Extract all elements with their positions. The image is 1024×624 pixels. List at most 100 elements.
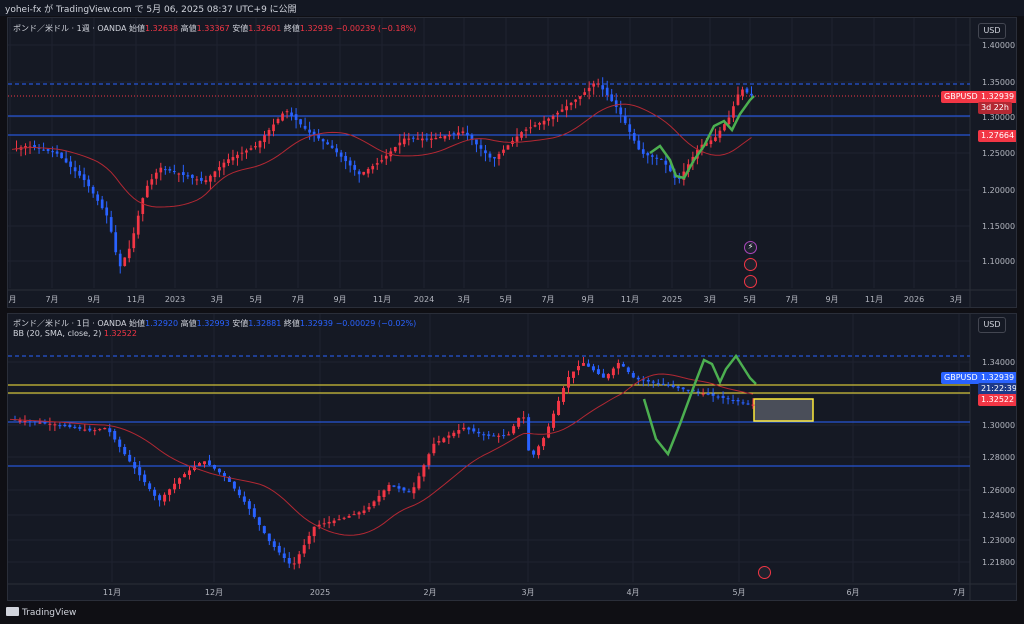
daily-candle <box>616 362 620 369</box>
daily-chart-pane[interactable]: 1.340001.320001.300001.280001.260001.245… <box>7 313 1017 601</box>
weekly-candle <box>583 92 587 95</box>
weekly-candle <box>641 149 645 154</box>
weekly-chart-background <box>8 18 1016 307</box>
daily-candle <box>701 393 705 395</box>
us-flag-icon[interactable] <box>744 258 757 271</box>
tradingview-logo[interactable]: TradingView <box>6 607 76 618</box>
weekly-candle <box>723 124 726 131</box>
weekly-moving-average <box>11 103 752 208</box>
weekly-candle <box>425 138 429 140</box>
daily-candle <box>567 377 571 388</box>
weekly-candle <box>254 146 257 148</box>
weekly-y-tick: 1.15000 <box>982 222 1015 231</box>
daily-candle <box>626 367 630 373</box>
weekly-candle <box>348 160 352 166</box>
weekly-candle <box>127 248 131 259</box>
weekly-candle <box>502 149 505 153</box>
daily-candle <box>666 384 670 386</box>
weekly-candle <box>263 135 266 143</box>
lightning-icon[interactable]: ⚡ <box>744 241 757 254</box>
weekly-candle <box>159 167 163 173</box>
daily-candle <box>143 474 147 483</box>
daily-low-label: 安値 <box>232 319 249 328</box>
daily-chart-canvas[interactable]: 1.340001.320001.300001.280001.260001.245… <box>8 314 1017 601</box>
weekly-candle <box>267 129 271 136</box>
daily-symbol-tag: GBPUSD <box>941 372 981 384</box>
daily-candle <box>68 424 72 427</box>
daily-candle <box>442 438 446 443</box>
daily-candle <box>332 520 336 524</box>
weekly-candle <box>443 135 447 139</box>
daily-x-tick: 2月 <box>423 588 436 597</box>
daily-candle <box>342 517 346 519</box>
weekly-candle <box>628 124 632 132</box>
weekly-x-tick: 5月 <box>249 295 262 304</box>
daily-candle <box>38 422 42 424</box>
weekly-candle <box>258 140 262 148</box>
weekly-x-tick: 3月 <box>457 295 470 304</box>
bb-indicator-legend[interactable]: BB (20, SMA, close, 2) 1.32522 <box>13 329 137 338</box>
weekly-candle <box>637 140 641 150</box>
daily-candle <box>661 383 665 385</box>
weekly-candle <box>136 215 140 235</box>
daily-candle <box>696 391 700 393</box>
weekly-candle <box>222 162 226 168</box>
weekly-candle <box>542 120 546 125</box>
weekly-candle <box>96 194 100 201</box>
weekly-chart-canvas[interactable]: 1.40000 1.35000 1.30000 1.25000 1.20000 1.150… <box>8 18 1017 308</box>
daily-candle <box>98 429 102 431</box>
weekly-candle <box>448 134 451 137</box>
daily-candle <box>741 402 745 404</box>
daily-currency-button[interactable]: USD <box>978 317 1006 333</box>
daily-countdown: 21:22:39 <box>978 383 1016 395</box>
weekly-candle <box>335 148 339 153</box>
weekly-chart-pane[interactable]: 1.40000 1.35000 1.30000 1.25000 1.20000 1.150… <box>7 17 1017 308</box>
weekly-price-tag: 1.32939 <box>978 91 1016 103</box>
daily-title: ポンド／米ドル · 1日 · OANDA <box>13 319 127 328</box>
daily-y-tick: 1.28000 <box>982 453 1015 462</box>
weekly-candle <box>362 171 366 175</box>
weekly-candle <box>506 145 510 150</box>
weekly-candle <box>493 157 496 159</box>
daily-candle <box>148 483 152 489</box>
weekly-x-tick: 2024 <box>414 295 434 304</box>
daily-candle <box>272 541 276 548</box>
weekly-high: 1.33367 <box>196 24 230 33</box>
daily-target-zone <box>753 398 814 422</box>
daily-candle <box>337 519 341 521</box>
weekly-candle <box>466 132 469 136</box>
weekly-x-tick: 11月 <box>621 295 639 304</box>
weekly-x-tick: 7月 <box>45 295 58 304</box>
weekly-candle <box>141 198 145 214</box>
daily-candle <box>312 526 316 537</box>
daily-candle <box>537 446 541 456</box>
daily-candle <box>492 435 496 437</box>
weekly-candle <box>317 133 320 139</box>
daily-x-tick: 12月 <box>205 588 223 597</box>
daily-candle <box>472 428 476 432</box>
daily-candle <box>631 373 635 378</box>
daily-x-tick: 7月 <box>952 588 965 597</box>
weekly-candle <box>601 85 605 90</box>
daily-candle <box>731 399 735 401</box>
weekly-currency-button[interactable]: USD <box>978 23 1006 39</box>
daily-candle <box>452 432 456 437</box>
weekly-candle <box>249 148 253 150</box>
weekly-candle <box>646 152 650 156</box>
daily-candle <box>437 441 441 443</box>
uk-flag-icon[interactable] <box>744 275 757 288</box>
daily-candle <box>18 420 22 422</box>
weekly-x-tick: 3月 <box>210 295 223 304</box>
daily-candle <box>282 553 286 559</box>
daily-candle <box>188 470 192 475</box>
weekly-x-tick: 3月 <box>703 295 716 304</box>
daily-candle <box>128 454 132 462</box>
weekly-candle <box>515 136 519 142</box>
us-flag-icon[interactable] <box>758 566 771 579</box>
weekly-y-tick: 1.10000 <box>982 257 1015 266</box>
daily-candle <box>53 424 57 426</box>
daily-candle <box>581 362 585 366</box>
daily-candle <box>183 474 187 478</box>
weekly-candle <box>668 165 672 172</box>
weekly-candle <box>475 139 478 145</box>
